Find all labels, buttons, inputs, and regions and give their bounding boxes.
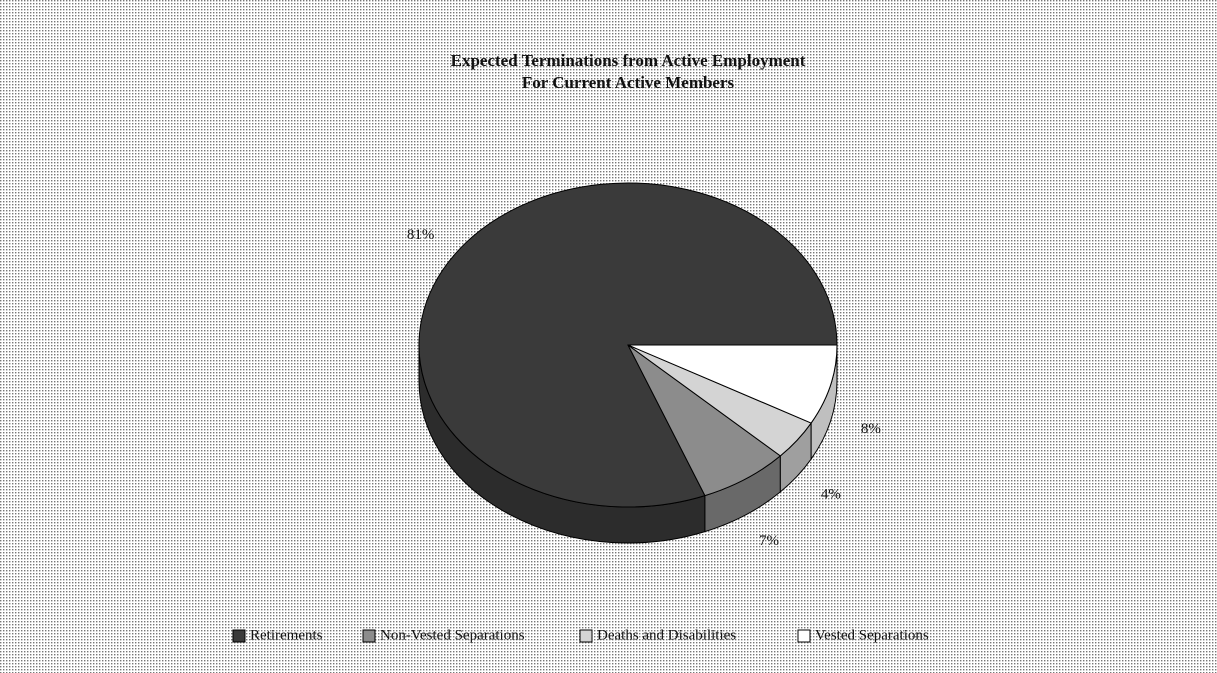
legend-label: Non-Vested Separations bbox=[380, 627, 525, 643]
legend-label: Deaths and Disabilities bbox=[597, 627, 736, 643]
data-label: 8% bbox=[861, 421, 881, 437]
data-label: 4% bbox=[821, 487, 841, 503]
chart-subtitle: For Current Active Members bbox=[522, 73, 735, 92]
legend-label: Retirements bbox=[250, 627, 323, 643]
data-label: 81% bbox=[407, 227, 435, 243]
legend-swatch bbox=[797, 629, 811, 643]
data-label: 7% bbox=[759, 533, 779, 549]
legend-swatch bbox=[362, 629, 376, 643]
legend-swatch bbox=[232, 629, 246, 643]
legend-swatch bbox=[579, 629, 593, 643]
chart-title: Expected Terminations from Active Employ… bbox=[451, 51, 806, 70]
slice bbox=[627, 344, 838, 424]
legend-label: Vested Separations bbox=[815, 627, 929, 643]
